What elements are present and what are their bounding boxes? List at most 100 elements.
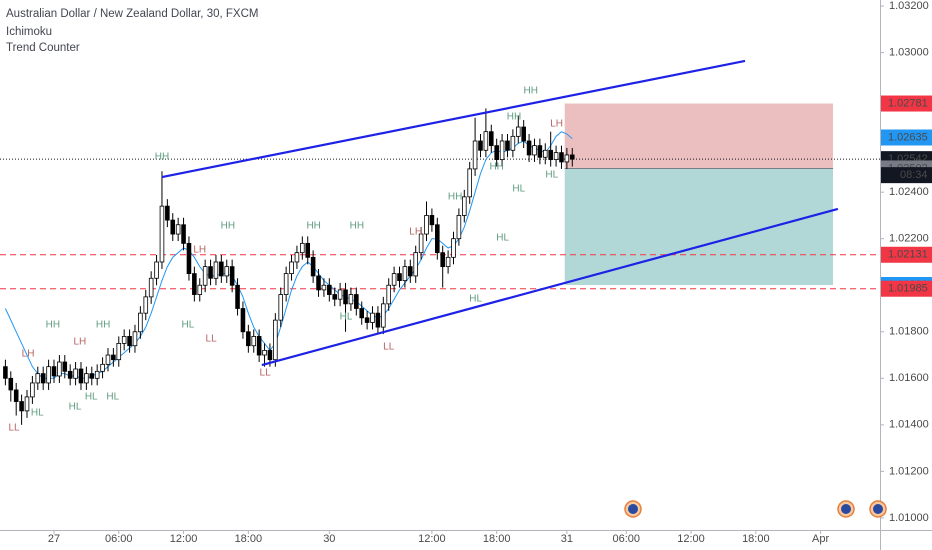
candle-body <box>488 131 494 147</box>
trend-label: HL <box>496 233 509 244</box>
candle-body <box>521 126 526 142</box>
candle-body <box>154 261 159 279</box>
candle-body <box>408 266 413 277</box>
trend-label: HH <box>507 112 521 123</box>
trend-label: HL <box>181 320 194 331</box>
countdown-label: 08:34 <box>900 169 928 181</box>
candle-body <box>256 336 262 356</box>
y-tick-label: 1.02400 <box>889 186 929 198</box>
price-badge <box>881 95 932 112</box>
trend-label: LH <box>550 119 563 130</box>
candle-body <box>202 266 208 286</box>
candle-body <box>262 349 267 356</box>
trend-line <box>261 207 839 367</box>
candle-body <box>359 308 365 319</box>
countdown-badge <box>881 167 932 184</box>
candle-body <box>289 261 294 275</box>
candle-body <box>116 343 122 361</box>
y-tick-label: 1.02200 <box>889 233 929 245</box>
candle-body <box>62 361 68 372</box>
trend-label: HH <box>350 221 364 232</box>
candle-body <box>67 370 73 379</box>
x-tick-label: Apr <box>812 533 829 545</box>
candle-body <box>213 261 219 279</box>
candle-body <box>537 145 543 158</box>
candle-body <box>462 196 467 216</box>
candle-body <box>370 312 375 323</box>
candle-body <box>3 366 8 379</box>
trend-label: HL <box>31 408 44 419</box>
candle-body <box>532 145 537 156</box>
candle-body <box>494 145 499 161</box>
candle-body <box>94 370 100 379</box>
trend-label: HL <box>85 392 98 403</box>
price-badge-label: 1.02635 <box>888 131 928 143</box>
trend-label: HL <box>512 184 525 195</box>
candle-body <box>13 389 19 402</box>
candle-body <box>138 312 143 333</box>
candle-body <box>472 140 478 170</box>
trend-label: HH <box>221 221 235 232</box>
candle-body <box>526 140 532 156</box>
trend-label: HH <box>448 192 462 203</box>
price-badge <box>881 129 932 146</box>
ichimoku-line <box>4 131 573 379</box>
stop-zone <box>564 103 834 169</box>
candle-body <box>418 233 424 254</box>
candle-body <box>542 149 548 158</box>
trend-label: HL <box>340 312 353 323</box>
candle-body <box>451 238 456 258</box>
candle-body <box>35 373 41 384</box>
y-tick-label: 1.01600 <box>889 372 929 384</box>
candle-body <box>564 154 570 163</box>
candle-body <box>294 252 300 263</box>
trend-label: LL <box>206 334 218 345</box>
x-tick-label: 06:00 <box>612 533 640 545</box>
candle-body <box>197 284 203 295</box>
x-tick-label: 30 <box>323 533 335 545</box>
candle-body <box>46 366 51 384</box>
trend-label: HL <box>106 392 119 403</box>
event-icon-globe <box>873 504 883 514</box>
candle-body <box>159 205 165 263</box>
trend-label: LL <box>383 342 395 353</box>
candle-body <box>278 294 284 321</box>
candle-body <box>478 140 483 151</box>
x-tick-label: 18:00 <box>742 533 770 545</box>
candle-body <box>354 294 359 309</box>
candle-body <box>435 224 440 254</box>
candle-body <box>105 354 111 365</box>
candle-body <box>192 273 197 295</box>
x-tick-label: 12:00 <box>677 533 705 545</box>
price-badge <box>881 246 932 263</box>
indicator-label: Ichimoku <box>6 26 52 38</box>
x-tick-label: 18:00 <box>483 533 511 545</box>
trend-label: HL <box>69 402 82 413</box>
price-badge <box>881 280 932 297</box>
candle-body <box>111 354 116 361</box>
candle-body <box>283 273 289 295</box>
candle-body <box>89 373 95 379</box>
trend-label: HH <box>46 320 60 331</box>
plot-area: LL LH HL HH HL LH HL HH HL HH HL LH LL HH LL HH HL HH LL LH… <box>0 59 880 434</box>
x-tick-label: 12:00 <box>418 533 446 545</box>
y-tick-label: 1.03200 <box>889 0 929 12</box>
candle-body <box>127 336 132 347</box>
candle-body <box>375 312 381 328</box>
candle-body <box>267 349 273 361</box>
candle-body <box>445 256 451 268</box>
legend: Australian Dollar / New Zealand Dollar, … <box>6 8 258 54</box>
candle-body <box>456 215 462 240</box>
candle-body <box>424 215 429 235</box>
trend-label: LL <box>8 423 20 434</box>
candle-body <box>553 152 559 161</box>
y-tick-label: 1.01000 <box>889 512 929 524</box>
candle-body <box>515 126 521 137</box>
candle-body <box>348 294 354 305</box>
candle-body <box>364 317 370 323</box>
candle-body <box>246 331 251 347</box>
candle-body <box>240 308 246 333</box>
candle-body <box>483 131 489 151</box>
candle-body <box>8 377 14 391</box>
candle-body <box>251 336 257 347</box>
